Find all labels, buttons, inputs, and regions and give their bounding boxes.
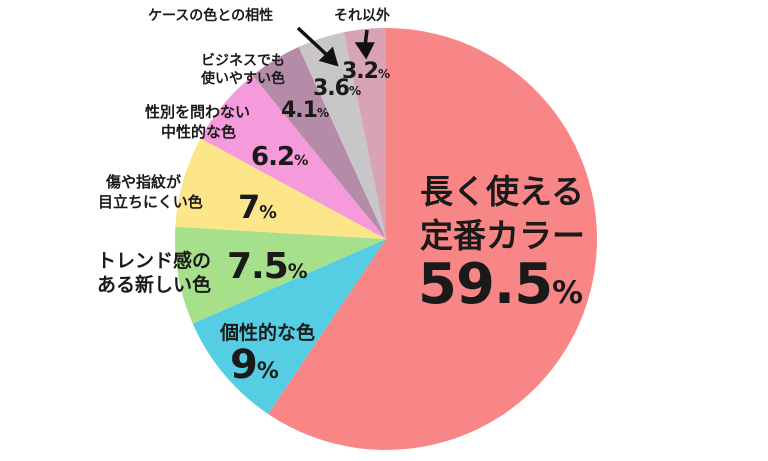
label-line: ケースの色との相性 bbox=[148, 8, 274, 24]
label-line: 長く使える bbox=[420, 172, 585, 211]
value-unit: % bbox=[348, 84, 362, 98]
pie-slice bbox=[192, 239, 386, 414]
slice-label-trend-color: トレンド感の ある新しい色 bbox=[97, 249, 211, 297]
slice-value-other: 3.2% bbox=[342, 59, 390, 84]
label-line: 個性的な色 bbox=[220, 322, 316, 344]
label-line: ある新しい色 bbox=[97, 274, 212, 296]
slice-value-unique-color: 9% bbox=[230, 342, 279, 388]
value-unit: % bbox=[287, 260, 308, 283]
value-unit: % bbox=[256, 359, 279, 384]
slice-value-business: 4.1% bbox=[281, 98, 329, 123]
value-number: 59.5 bbox=[418, 252, 553, 317]
value-unit: % bbox=[552, 275, 584, 311]
value-number: 4.1 bbox=[281, 98, 318, 123]
pie-slice bbox=[252, 46, 386, 239]
slice-label-business: ビジネスでも 使いやすい色 bbox=[201, 52, 285, 88]
pie-slice bbox=[200, 75, 386, 239]
slice-value-case-match: 3.6% bbox=[313, 76, 361, 101]
label-line: 使いやすい色 bbox=[201, 71, 285, 87]
value-number: 3.6 bbox=[313, 76, 350, 101]
slice-label-case-match: ケースの色との相性 bbox=[148, 8, 273, 25]
value-unit: % bbox=[294, 153, 309, 169]
slice-label-unique-color: 個性的な色 bbox=[220, 322, 315, 345]
slice-label-scratch-resistant: 傷や指紋が 目立ちにくい色 bbox=[98, 172, 203, 212]
slice-label-other: それ以外 bbox=[334, 8, 390, 25]
label-line: 定番カラー bbox=[420, 216, 585, 255]
slice-label-gender-neutral: 性別を問わない 中性的な色 bbox=[145, 102, 250, 142]
label-line: 中性的な色 bbox=[161, 123, 237, 141]
label-line: 性別を問わない bbox=[145, 103, 251, 121]
value-number: 7.5 bbox=[227, 246, 289, 287]
pie-slices bbox=[175, 28, 597, 450]
slice-value-scratch-resistant: 7% bbox=[238, 188, 277, 226]
label-line: ビジネスでも bbox=[201, 53, 285, 69]
slice-value-gender-neutral: 6.2% bbox=[251, 142, 308, 172]
value-number: 9 bbox=[230, 342, 258, 388]
value-unit: % bbox=[259, 203, 277, 223]
pie-slice bbox=[343, 28, 386, 239]
pie-slice bbox=[175, 226, 386, 324]
pie-slice bbox=[175, 138, 386, 239]
pie-slice bbox=[268, 28, 597, 450]
value-number: 6.2 bbox=[251, 142, 295, 172]
slice-value-standard-color: 59.5% bbox=[418, 252, 583, 317]
value-number: 7 bbox=[238, 188, 260, 226]
value-number: 3.2 bbox=[342, 59, 379, 84]
label-line: トレンド感の bbox=[97, 250, 212, 272]
slice-label-standard-color: 長く使える 定番カラー bbox=[420, 170, 585, 258]
label-line: それ以外 bbox=[334, 8, 390, 24]
label-line: 傷や指紋が bbox=[106, 173, 182, 191]
value-unit: % bbox=[377, 67, 391, 81]
pie-slice bbox=[298, 32, 386, 239]
arrow-other bbox=[354, 29, 375, 60]
label-line: 目立ちにくい色 bbox=[98, 193, 203, 211]
arrow-case-color bbox=[296, 26, 339, 67]
value-unit: % bbox=[316, 106, 330, 120]
slice-value-trend-color: 7.5% bbox=[227, 246, 308, 287]
